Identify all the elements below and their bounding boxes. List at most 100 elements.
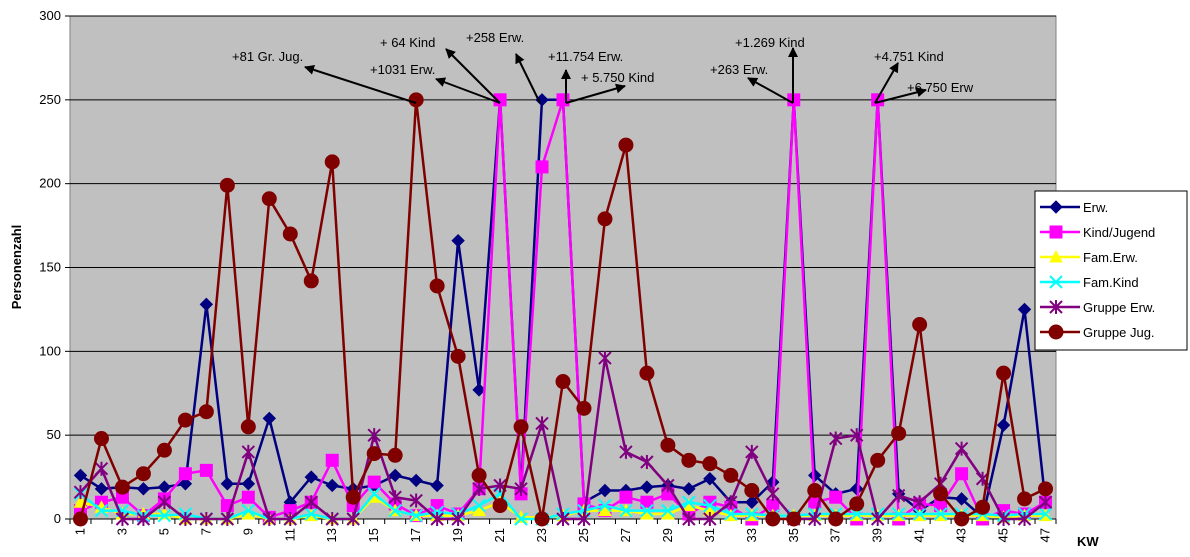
data-point — [745, 507, 759, 521]
data-point — [304, 470, 318, 484]
data-point — [870, 452, 886, 468]
x-tick-label: 23 — [534, 528, 549, 542]
data-point — [682, 495, 696, 509]
data-point — [1017, 302, 1032, 317]
data-point — [409, 473, 423, 488]
annotation-label: +1031 Erw. — [370, 62, 435, 77]
data-point — [996, 512, 1011, 526]
data-point — [954, 492, 969, 506]
annotation-arrow — [435, 77, 501, 104]
data-point — [661, 503, 675, 518]
data-point — [73, 468, 88, 483]
annotation-label: +258 Erw. — [466, 30, 524, 45]
annotation-label: +1.269 Kind — [735, 35, 805, 50]
data-point — [241, 477, 256, 491]
data-point — [94, 482, 109, 496]
x-axis: 1 3 5 7 9 11 13 15 17 19 21 23 25 27 29 31 33 35 37 39 41 43 4… — [69, 518, 1057, 542]
x-tick-label: 13 — [324, 528, 339, 542]
data-point — [912, 317, 928, 333]
data-point — [367, 475, 381, 489]
data-point — [891, 425, 907, 441]
data-point — [199, 463, 213, 477]
data-point — [996, 418, 1011, 432]
data-point — [598, 351, 612, 366]
data-point — [387, 447, 403, 463]
data-point — [514, 481, 528, 496]
data-point — [619, 444, 633, 459]
data-point — [535, 160, 549, 174]
data-point — [870, 512, 885, 526]
data-point — [535, 416, 549, 431]
data-point — [241, 444, 256, 459]
data-point — [472, 503, 486, 517]
data-point — [912, 507, 927, 521]
annotation-label: + 5.750 Kind — [581, 70, 654, 85]
data-point — [220, 512, 235, 526]
data-point — [555, 374, 571, 390]
data-point — [135, 466, 151, 482]
annotation-label: +4.751 Kind — [874, 49, 944, 64]
y-axis: 0 50 100 150 200 250 300 — [39, 8, 70, 526]
data-point — [849, 428, 864, 443]
x-axis-title: KW — [1077, 534, 1099, 549]
data-point — [430, 478, 444, 493]
x-tick-label: 5 — [156, 528, 171, 535]
x-tick-label: 39 — [870, 528, 885, 542]
data-point — [430, 512, 444, 526]
y-tick-label: 250 — [39, 92, 61, 107]
data-point — [325, 478, 339, 493]
annotation-arrow — [445, 48, 501, 104]
x-tick-label: 1 — [72, 528, 87, 535]
x-tick-label: 37 — [828, 528, 843, 542]
x-tick-label: 43 — [954, 528, 969, 542]
annotation-label: +11.754 Erw. — [548, 49, 623, 64]
data-point — [72, 511, 88, 527]
data-point — [933, 507, 948, 521]
data-point — [241, 503, 256, 518]
data-point — [156, 442, 172, 458]
data-point — [136, 482, 151, 496]
data-point — [849, 496, 865, 512]
data-point — [744, 482, 760, 498]
annotation-arrow — [874, 62, 899, 104]
x-tick-label: 3 — [114, 528, 129, 535]
annotation-arrow — [565, 83, 626, 104]
data-point — [471, 467, 487, 483]
data-point — [262, 411, 277, 426]
data-point — [450, 348, 466, 364]
data-point — [388, 503, 402, 518]
data-point — [346, 512, 360, 526]
data-point — [472, 498, 486, 513]
annotation-arrow — [874, 87, 927, 104]
data-point — [766, 486, 780, 501]
data-point — [492, 498, 508, 514]
annotation-arrow — [747, 77, 794, 104]
legend-label: Gruppe Jug. — [1083, 325, 1155, 340]
x-tick-label: 45 — [996, 528, 1011, 542]
y-tick-label: 150 — [39, 260, 61, 275]
data-point — [241, 490, 255, 504]
legend: Erw. Kind/Jugend Fam.Erw. Fam.Kind Gruppe Er… — [1034, 190, 1188, 351]
data-point — [703, 472, 717, 486]
y-tick-label: 100 — [39, 343, 61, 358]
data-point — [556, 93, 570, 107]
data-point — [472, 481, 486, 496]
data-point — [282, 226, 298, 242]
annotation-label: +263 Erw. — [710, 62, 768, 77]
data-point — [94, 503, 109, 518]
data-point — [933, 486, 949, 502]
data-point — [619, 503, 633, 518]
y-axis-title: Personenzahl — [9, 225, 24, 310]
data-point — [891, 488, 906, 503]
data-point — [640, 480, 654, 494]
data-point — [618, 137, 634, 153]
data-point — [954, 511, 970, 527]
x-tick-label: 17 — [408, 528, 423, 542]
data-point — [1017, 512, 1032, 526]
x-tick-label: 31 — [702, 528, 717, 542]
y-tick-label: 50 — [47, 427, 61, 442]
data-point — [1049, 200, 1063, 214]
data-point — [619, 490, 633, 504]
annotations: +81 Gr. Jug. +1031 Erw. + 64 Kind +258 Erw.… — [232, 30, 974, 104]
y-tick-label: 200 — [39, 176, 61, 191]
